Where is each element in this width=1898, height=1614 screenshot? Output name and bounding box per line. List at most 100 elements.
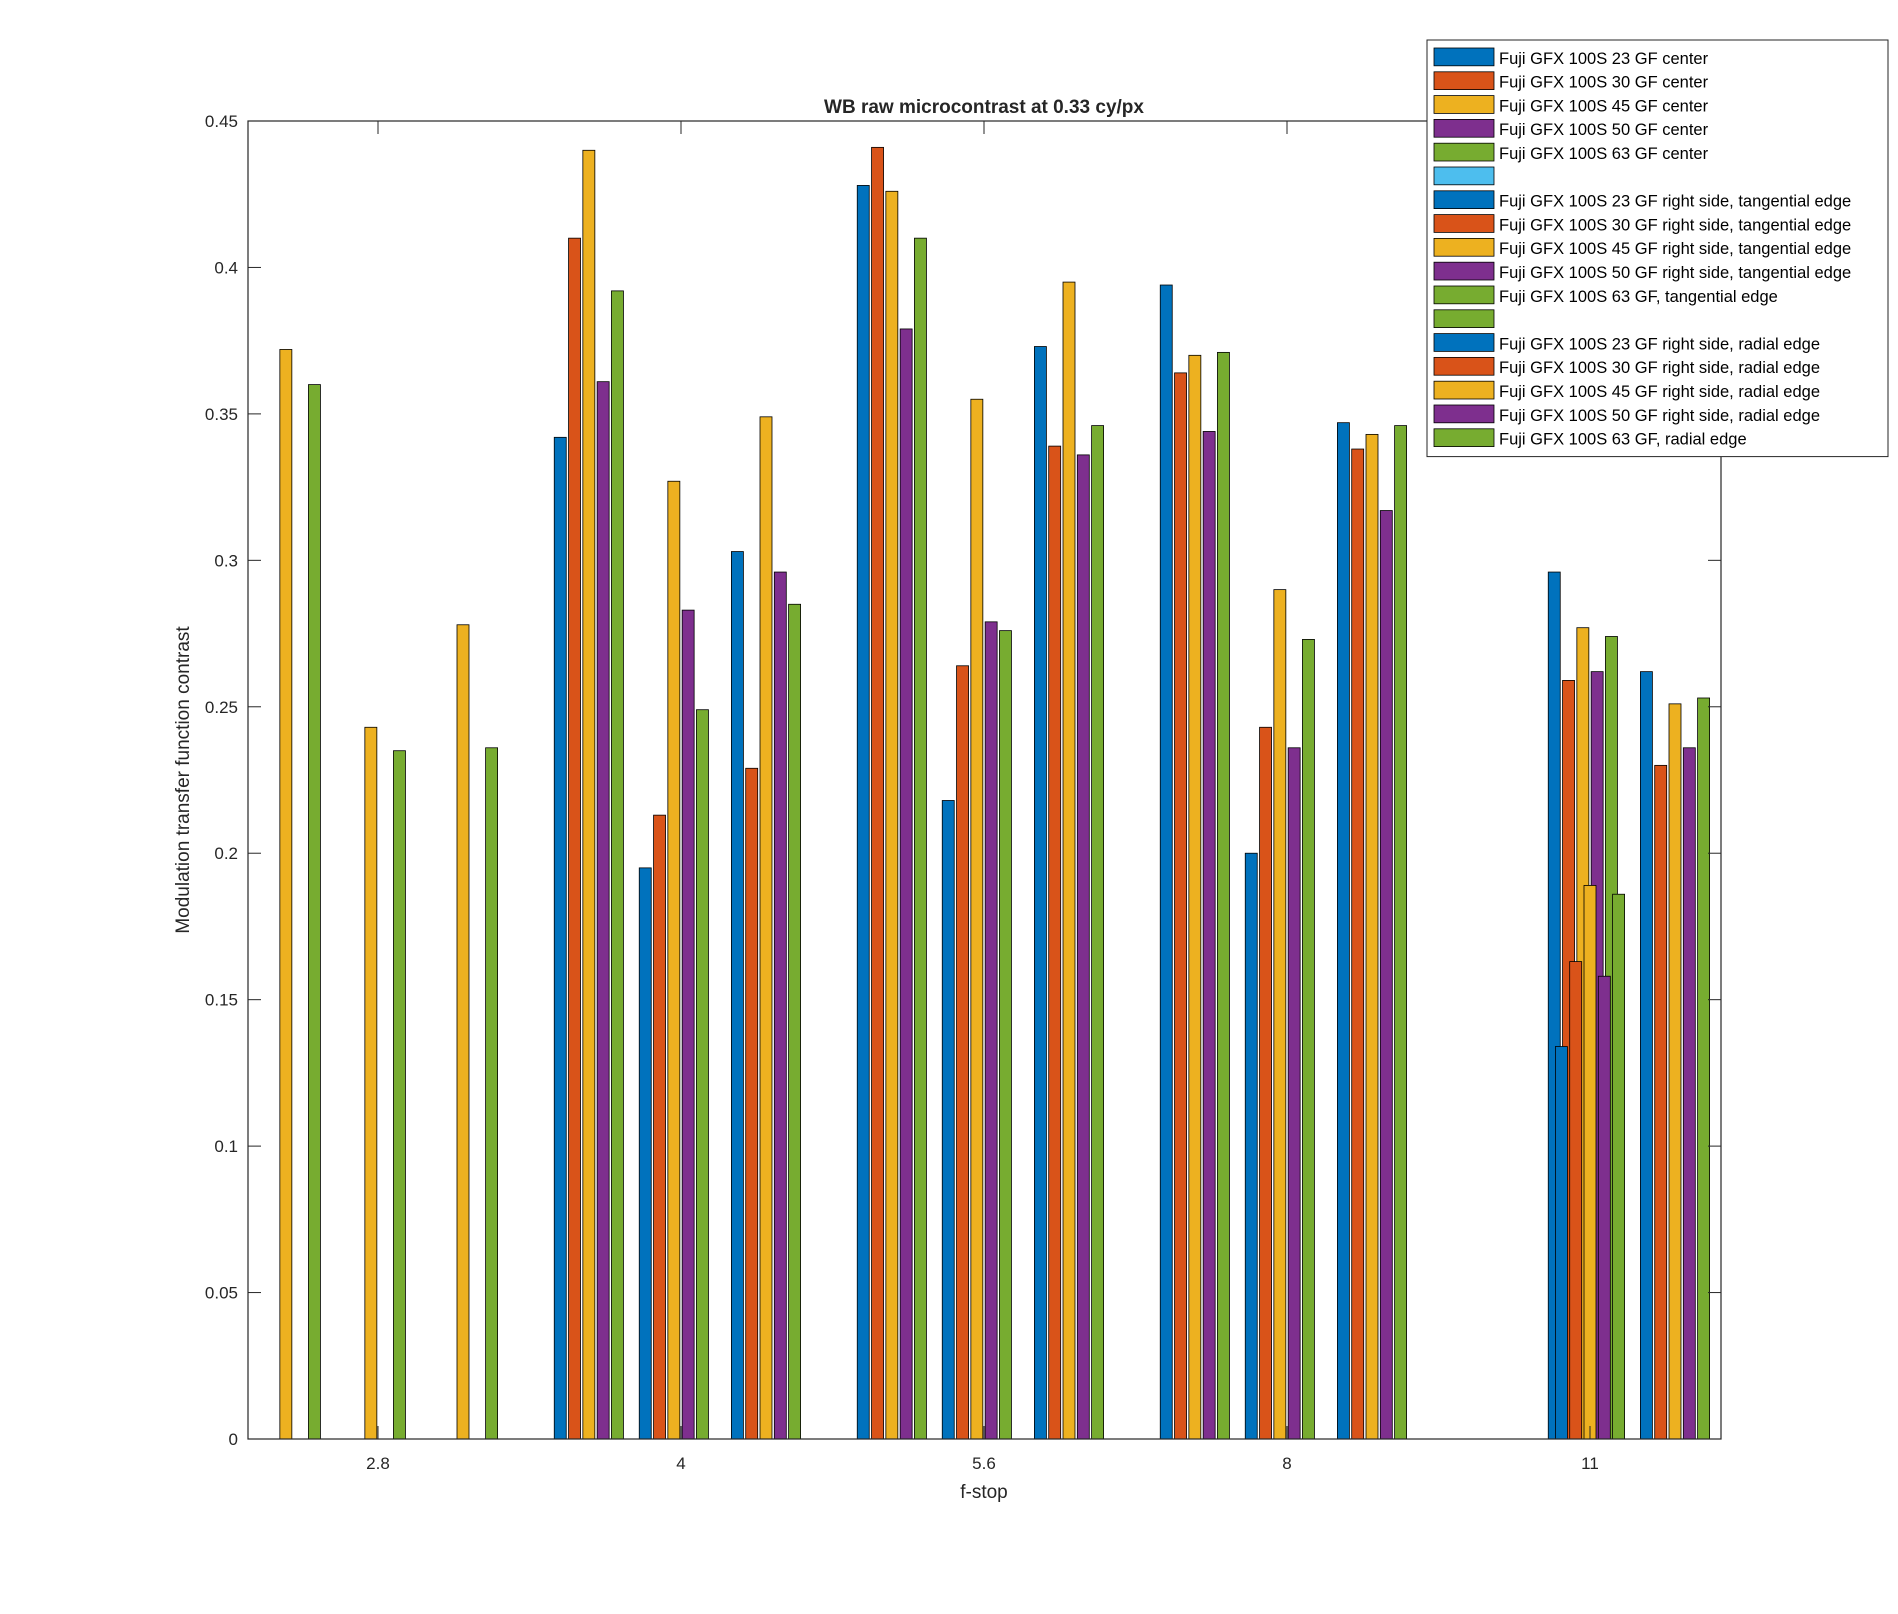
bar (279, 349, 293, 1440)
x-tick-label: 11 (1581, 1454, 1599, 1473)
bar (611, 290, 624, 1440)
bar (1076, 454, 1090, 1440)
bar (970, 398, 984, 1440)
legend-swatch (1433, 285, 1495, 305)
bar (553, 436, 567, 1440)
bar (1569, 961, 1583, 1440)
legend-label: Fuji GFX 100S 23 GF center (1499, 50, 1709, 68)
legend-label: Fuji GFX 100S 45 GF right side, tangenti… (1499, 240, 1851, 258)
chart-title: WB raw microcontrast at 0.33 cy/px (824, 97, 1144, 118)
bar (1202, 431, 1216, 1440)
x-ticks: 2.8 4 5.6 8 11 (366, 121, 1599, 1473)
bar (456, 624, 470, 1440)
y-tick-label: 0.15 (205, 991, 238, 1010)
legend-label: Fuji GFX 100S 63 GF center (1499, 145, 1709, 163)
bar (681, 609, 695, 1440)
legend-label: Fuji GFX 100S 50 GF right side, radial e… (1499, 407, 1820, 425)
bar (914, 237, 927, 1440)
legend-label: Fuji GFX 100S 45 GF right side, radial e… (1499, 383, 1820, 401)
bar (1062, 281, 1076, 1440)
legend-swatch (1433, 47, 1495, 67)
y-tick-label: 0.1 (214, 1137, 238, 1156)
y-tick-label: 0.3 (214, 551, 238, 570)
bar (1612, 893, 1625, 1440)
legend-swatch (1433, 261, 1495, 281)
y-tick-label: 0 (229, 1430, 238, 1449)
legend-swatch (1433, 71, 1495, 91)
legend-swatch (1433, 142, 1495, 162)
y-tick-label: 0.25 (205, 698, 238, 717)
bar (984, 621, 998, 1440)
x-tick-label: 2.8 (366, 1454, 390, 1473)
legend-swatch (1433, 404, 1495, 424)
bar (568, 237, 581, 1440)
legend-label: Fuji GFX 100S 50 GF right side, tangenti… (1499, 264, 1851, 282)
bar (1034, 346, 1047, 1440)
bar (1159, 284, 1173, 1440)
legend-swatch (1433, 380, 1495, 400)
legend: Fuji GFX 100S 23 GF center Fuji GFX 100S … (1426, 39, 1889, 458)
legend-swatch (1433, 356, 1495, 376)
bar (759, 416, 773, 1440)
bar (773, 571, 787, 1440)
bar (596, 381, 610, 1440)
y-tick-label: 0.35 (205, 405, 238, 424)
bar (871, 146, 884, 1440)
bar (1394, 425, 1407, 1440)
x-axis-label: f-stop (960, 1482, 1008, 1503)
bar (1351, 448, 1365, 1440)
bar (653, 814, 666, 1440)
bar (956, 665, 969, 1440)
legend-swatch (1433, 95, 1495, 114)
legend-label: Fuji GFX 100S 23 GF right side, radial e… (1499, 335, 1820, 353)
bar (308, 384, 321, 1440)
bar (1217, 351, 1230, 1440)
bar (731, 551, 744, 1440)
x-tick-label: 5.6 (972, 1454, 996, 1473)
legend-label: Fuji GFX 100S 63 GF, tangential edge (1499, 288, 1778, 306)
bar (1697, 697, 1710, 1440)
bar (1091, 425, 1104, 1440)
bar (1654, 764, 1668, 1440)
bar (1287, 747, 1301, 1440)
bar (1555, 1046, 1568, 1440)
y-tick-label: 0.4 (214, 258, 238, 277)
bar (1259, 726, 1272, 1440)
bar (1583, 885, 1597, 1440)
y-tick-label: 0.45 (205, 112, 238, 131)
y-tick-label: 0.05 (205, 1284, 238, 1303)
legend-swatch (1433, 119, 1495, 138)
bar (1682, 747, 1696, 1440)
legend-label: Fuji GFX 100S 30 GF center (1499, 74, 1709, 92)
bar (582, 149, 596, 1440)
bar (1379, 510, 1393, 1440)
legend-swatch (1433, 237, 1495, 257)
bar (667, 480, 681, 1440)
legend-swatch (1433, 428, 1495, 447)
bar (1640, 671, 1653, 1440)
x-tick-label: 8 (1282, 1454, 1291, 1473)
legend-swatch (1433, 309, 1495, 328)
legend-swatch (1433, 190, 1495, 210)
bar (745, 767, 759, 1440)
legend-label: Fuji GFX 100S 63 GF, radial edge (1499, 431, 1747, 449)
bar (393, 750, 406, 1440)
legend-label: Fuji GFX 100S 45 GF center (1499, 97, 1709, 115)
bar (1273, 589, 1287, 1440)
legend-swatch (1433, 333, 1495, 352)
legend-box (1426, 39, 1889, 458)
bar (788, 603, 801, 1440)
bar (1244, 852, 1258, 1440)
legend-label: Fuji GFX 100S 30 GF right side, tangenti… (1499, 216, 1851, 234)
y-axis-label: Modulation transfer function contrast (173, 626, 194, 934)
bar (1337, 422, 1350, 1440)
x-tick-label: 4 (676, 1454, 685, 1473)
bar (1188, 354, 1202, 1440)
legend-swatch (1433, 214, 1495, 233)
legend-label: Fuji GFX 100S 50 GF center (1499, 121, 1709, 139)
bar (1302, 639, 1315, 1440)
bar (856, 185, 870, 1440)
bar (638, 867, 652, 1440)
y-ticks: 0 0.05 0.1 0.15 0.2 0.25 0.3 0.35 0.4 0.45 (205, 112, 1721, 1449)
